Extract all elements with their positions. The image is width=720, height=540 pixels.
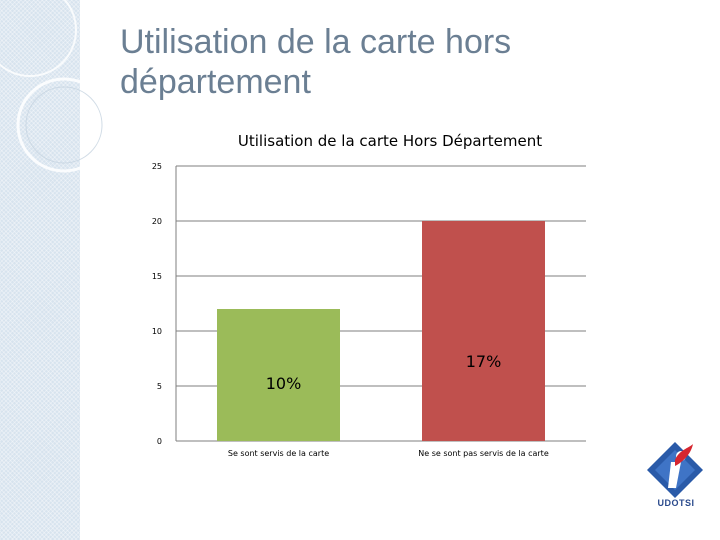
x-category-label: Se sont servis de la carte [228,449,329,458]
slide-title-line1: Utilisation de la carte hors [120,23,512,61]
y-tick-label: 0 [157,437,162,446]
decorative-side-panel [0,0,80,540]
data-label: 17% [466,352,502,371]
y-tick-label: 20 [152,217,162,226]
info-i-logo-icon [647,442,703,498]
bar [217,309,340,441]
bar [422,221,545,441]
x-category-label: Ne se sont pas servis de la carte [418,449,549,458]
y-tick-label: 25 [152,162,162,171]
bar-chart: 0 5 10 15 20 25 Se sont servis de la carte 10% N… [152,162,586,458]
y-tick-label: 10 [152,327,162,336]
slide-title-line2: département [120,63,311,101]
logo-text: UDOTSI [657,498,695,508]
chart-title: Utilisation de la carte Hors Département [237,132,543,150]
decorative-circles [0,0,112,173]
data-label: 10% [266,374,302,393]
slide-title: Utilisation de la carte hors département [120,22,640,102]
y-tick-label: 5 [157,382,162,391]
y-tick-label: 15 [152,272,162,281]
